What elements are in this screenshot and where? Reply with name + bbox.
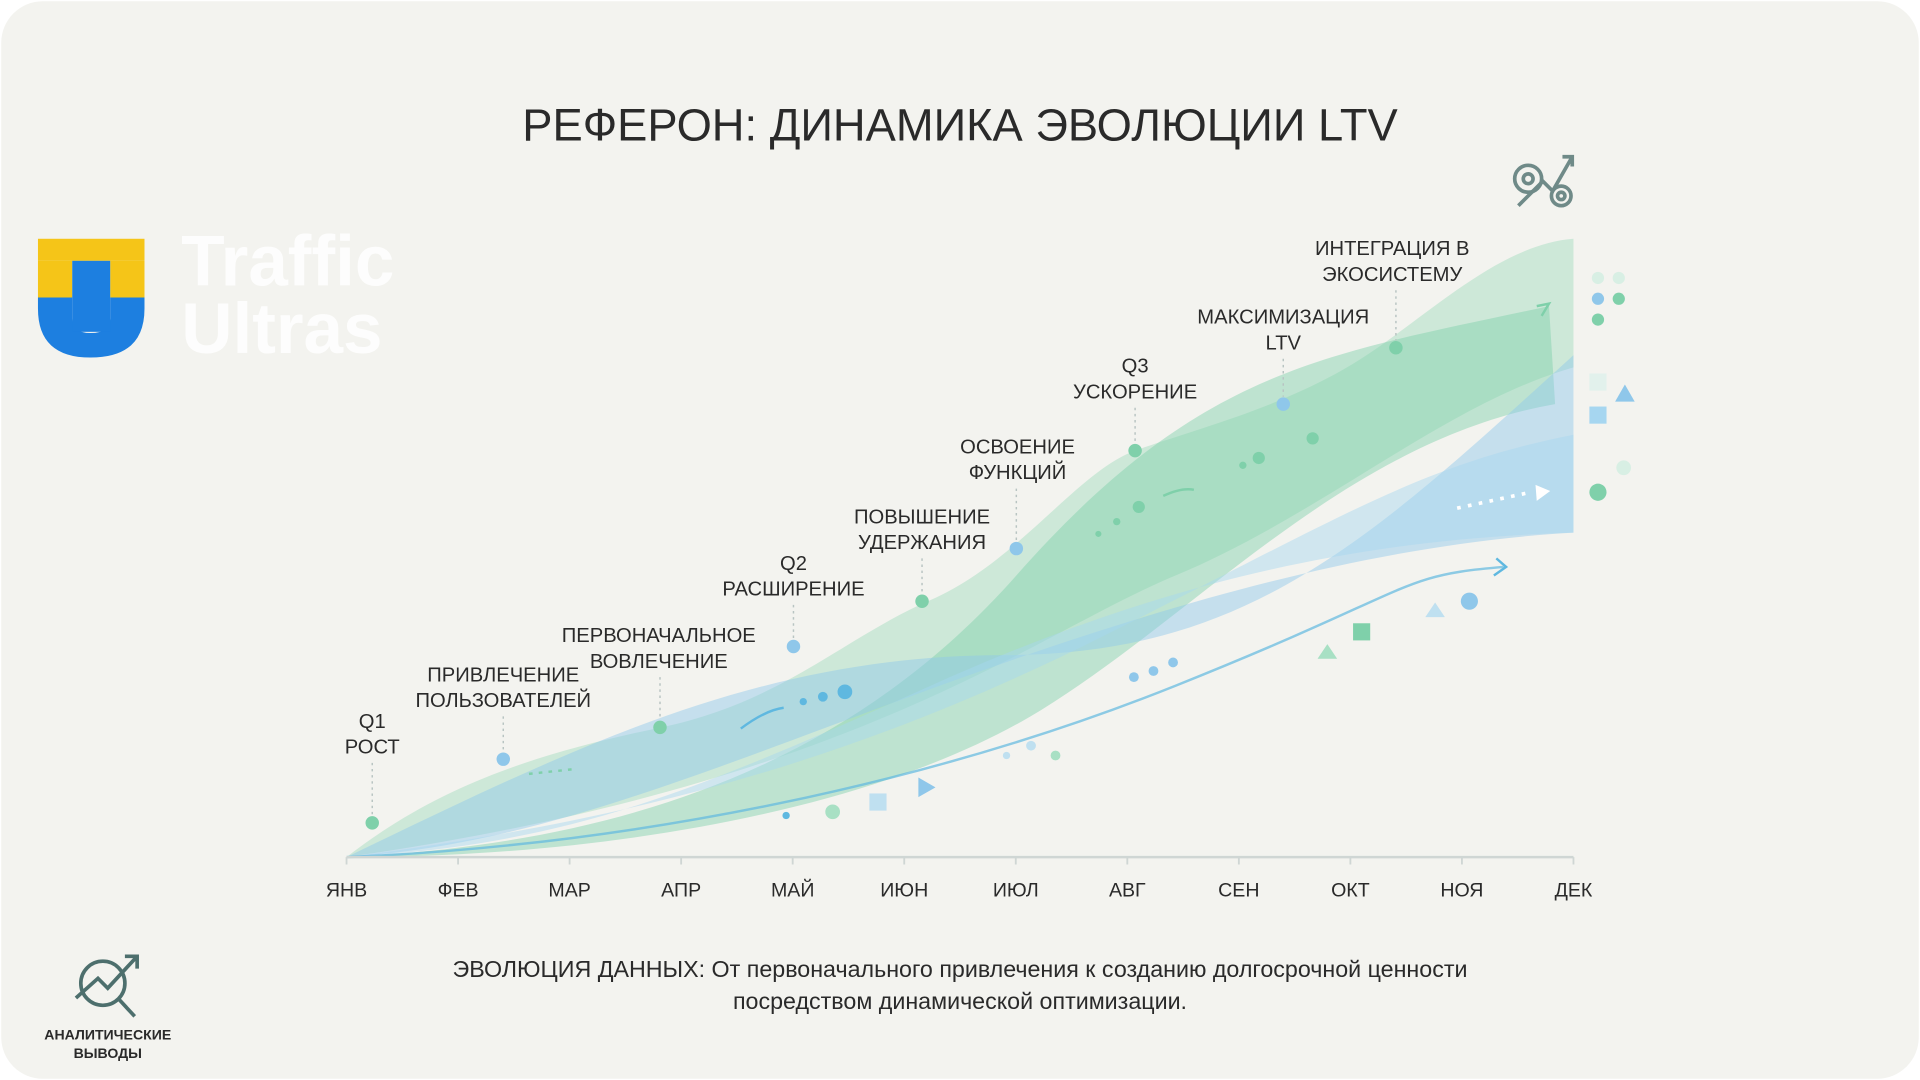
- milestone-label: ЭКОСИСТЕМУ: [1322, 264, 1462, 286]
- milestone-label: ИНТЕГРАЦИЯ В: [1315, 238, 1470, 260]
- milestone-label: Q3: [1122, 356, 1149, 378]
- logo: [37, 238, 145, 358]
- milestone-point: [915, 594, 929, 608]
- gear-icon: [1512, 154, 1575, 208]
- milestone-point: [1276, 397, 1290, 411]
- milestone-label: РАСШИРЕНИЕ: [722, 579, 864, 601]
- milestone-point: [1128, 443, 1142, 458]
- title: РЕФЕРОН: ДИНАМИКА ЭВОЛЮЦИИ LTV: [522, 100, 1398, 151]
- milestone-label: РОСТ: [345, 737, 400, 759]
- milestone-label: ПРИВЛЕЧЕНИЕ: [427, 664, 579, 686]
- caption-line: ЭВОЛЮЦИЯ ДАННЫХ: От первоначального прив…: [453, 956, 1468, 982]
- logo-line: Ultras: [181, 290, 382, 369]
- milestone-label: УСКОРЕНИЕ: [1073, 381, 1197, 403]
- month-label: МАР: [548, 880, 590, 902]
- month-label: СЕН: [1218, 880, 1259, 902]
- month-labels: ЯНВ ФЕВ МАР АПР МАЙ ИЮН ИЮЛ АВГ СЕН ОКТ НОЯ ДЕК: [326, 857, 1593, 902]
- caption: ЭВОЛЮЦИЯ ДАННЫХ: От первоначального прив…: [453, 956, 1468, 1014]
- badge-line: ВЫВОДЫ: [74, 1045, 142, 1061]
- badge-label: АНАЛИТИЧЕСКИЕ ВЫВОДЫ: [44, 1027, 171, 1061]
- milestone-point: [786, 639, 801, 654]
- milestone-label: ОСВОЕНИЕ: [960, 437, 1075, 459]
- milestone-label: ПОЛЬЗОВАТЕЛЕЙ: [415, 688, 591, 712]
- logo-line: Traffic: [181, 223, 394, 302]
- milestone-label: Q2: [780, 553, 807, 575]
- badge-line: АНАЛИТИЧЕСКИЕ: [44, 1027, 171, 1043]
- month-label: ДЕК: [1555, 880, 1593, 902]
- milestone-point: [653, 720, 667, 735]
- month-label: ИЮЛ: [993, 880, 1039, 902]
- caption-line: посредством динамической оптимизации.: [733, 988, 1187, 1014]
- badge-icon: [74, 954, 139, 1018]
- month-label: ФЕВ: [438, 880, 479, 902]
- milestone-label: МАКСИМИЗАЦИЯ: [1197, 307, 1369, 329]
- month-label: МАЙ: [771, 878, 814, 902]
- month-label: ОКТ: [1331, 880, 1370, 902]
- month-label: ИЮН: [880, 880, 928, 902]
- month-label: АВГ: [1109, 880, 1146, 902]
- milestone-label: ФУНКЦИЙ: [969, 460, 1067, 484]
- milestone-point: [365, 816, 379, 830]
- milestone-label: Q1: [359, 711, 386, 733]
- milestone-label: ПЕРВОНАЧАЛЬНОЕ: [562, 625, 756, 647]
- month-label: АПР: [661, 880, 701, 902]
- month-label: ЯНВ: [326, 880, 367, 902]
- milestone-label: УДЕРЖАНИЯ: [858, 532, 986, 554]
- milestone-label: LTV: [1265, 332, 1301, 354]
- milestone-label: ВОВЛЕЧЕНИЕ: [590, 651, 728, 673]
- milestone-label: ПОВЫШЕНИЕ: [854, 506, 990, 528]
- bands: [346, 238, 1635, 859]
- month-label: НОЯ: [1440, 880, 1483, 902]
- milestone-point: [1009, 541, 1024, 556]
- milestone-point: [1389, 341, 1403, 355]
- milestone-point: [496, 752, 510, 766]
